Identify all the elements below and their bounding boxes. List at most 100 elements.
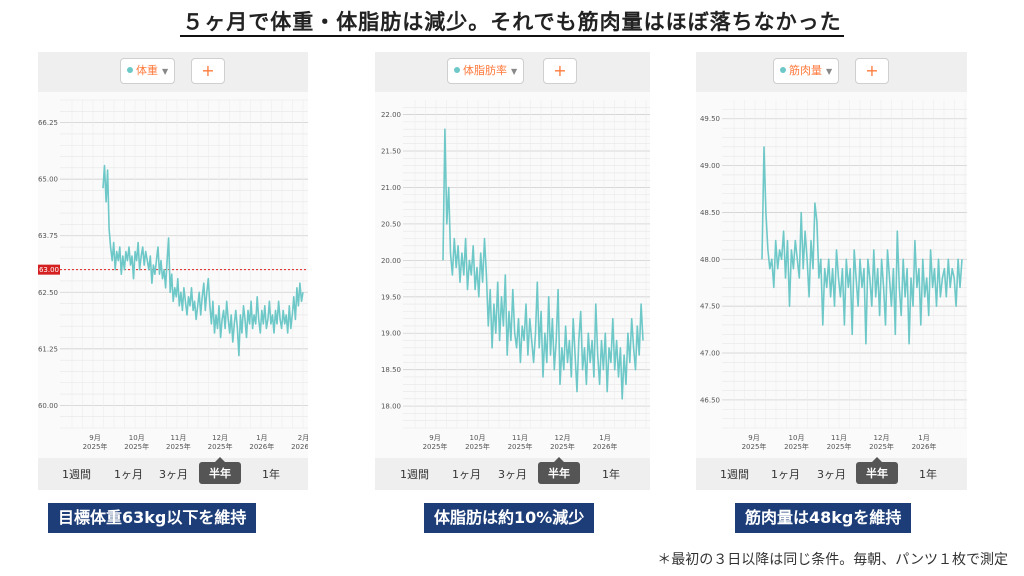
- series-line: [102, 164, 304, 357]
- y-tick-label: 19.00: [381, 330, 401, 338]
- x-tick-month: 10月: [470, 434, 486, 442]
- metric-selector[interactable]: 体重 ▼: [120, 58, 176, 84]
- y-tick-label: 20.00: [381, 257, 401, 265]
- range-tab-1month[interactable]: 1ヶ月: [114, 468, 143, 481]
- weight-chart: 66.2565.0063.7562.5061.2560.009月2025年10月…: [38, 99, 308, 451]
- range-tabs: 1週間 1ヶ月 3ヶ月 半年 1年: [696, 457, 967, 490]
- y-tick-label: 18.00: [381, 403, 401, 411]
- x-tick-month: 10月: [129, 434, 145, 442]
- bodyfat-caption: 体脂肪は約10%減少: [424, 503, 595, 533]
- y-tick-label: 47.50: [700, 303, 720, 311]
- y-tick-label: 49.00: [700, 162, 720, 170]
- x-tick-month: 12月: [874, 434, 890, 442]
- range-tab-halfyear[interactable]: 半年: [199, 457, 241, 484]
- panel-toolbar: 筋肉量 ▼ +: [696, 52, 967, 92]
- x-tick-year: 2026年: [249, 442, 274, 451]
- y-tick-label: 63.75: [38, 232, 58, 240]
- x-tick-year: 2026年: [291, 442, 308, 451]
- x-tick-month: 1月: [918, 434, 929, 442]
- range-tab-1month[interactable]: 1ヶ月: [452, 468, 481, 481]
- range-tab-1year[interactable]: 1年: [919, 468, 937, 481]
- caret-down-icon: ▼: [826, 67, 833, 76]
- range-tab-3month[interactable]: 3ヶ月: [498, 468, 527, 481]
- y-tick-label: 18.50: [381, 366, 401, 374]
- y-tick-label: 47.00: [700, 350, 720, 358]
- metric-selector[interactable]: 体脂肪率 ▼: [447, 58, 525, 84]
- metric-selector-label: 筋肉量: [789, 64, 822, 77]
- y-tick-label: 19.50: [381, 293, 401, 301]
- x-tick-month: 12月: [555, 434, 571, 442]
- y-tick-label: 60.00: [38, 402, 58, 410]
- metric-selector-label: 体脂肪率: [463, 64, 507, 77]
- series-line: [442, 128, 644, 400]
- headline: ５ヶ月で体重・体脂肪は減少。それでも筋肉量はほぼ落ちなかった: [0, 6, 1024, 37]
- y-tick-label: 61.25: [38, 345, 58, 353]
- x-tick-month: 1月: [256, 434, 267, 442]
- x-tick-year: 2026年: [593, 442, 618, 451]
- series-line: [761, 146, 963, 345]
- y-tick-label: 48.50: [700, 209, 720, 217]
- x-tick-month: 1月: [599, 434, 610, 442]
- y-tick-label: 46.50: [700, 396, 720, 404]
- caret-down-icon: ▼: [162, 67, 169, 76]
- muscle-caption: 筋肉量は48kgを維持: [735, 503, 912, 533]
- range-tabs: 1週間 1ヶ月 3ヶ月 半年 1年: [38, 457, 308, 490]
- metric-selector-label: 体重: [136, 64, 158, 77]
- panel-toolbar: 体脂肪率 ▼ +: [375, 52, 650, 92]
- x-tick-year: 2025年: [742, 442, 767, 451]
- range-tab-3month[interactable]: 3ヶ月: [817, 468, 846, 481]
- range-tabs: 1週間 1ヶ月 3ヶ月 半年 1年: [375, 457, 650, 490]
- x-tick-year: 2025年: [423, 442, 448, 451]
- series-dot-icon: [780, 67, 786, 73]
- x-tick-month: 9月: [748, 434, 759, 442]
- range-tab-1week[interactable]: 1週間: [720, 468, 749, 481]
- y-tick-label: 49.50: [700, 115, 720, 123]
- x-tick-month: 11月: [512, 434, 528, 442]
- range-tab-halfyear[interactable]: 半年: [856, 457, 898, 484]
- x-tick-month: 2月: [298, 434, 308, 442]
- x-tick-year: 2025年: [83, 442, 108, 451]
- range-tab-halfyear[interactable]: 半年: [538, 457, 580, 484]
- metric-selector[interactable]: 筋肉量 ▼: [773, 58, 840, 84]
- x-tick-month: 9月: [429, 434, 440, 442]
- y-tick-label: 21.00: [381, 184, 401, 192]
- x-tick-year: 2025年: [124, 442, 149, 451]
- range-tab-1month[interactable]: 1ヶ月: [771, 468, 800, 481]
- range-tab-1year[interactable]: 1年: [602, 468, 620, 481]
- headline-text: ５ヶ月で体重・体脂肪は減少。それでも筋肉量はほぼ落ちなかった: [180, 10, 844, 37]
- x-tick-year: 2025年: [827, 442, 852, 451]
- add-metric-button[interactable]: +: [543, 58, 577, 84]
- x-tick-year: 2025年: [465, 442, 490, 451]
- series-dot-icon: [454, 67, 460, 73]
- weight-panel: 体重 ▼ + 66.25 65.00 63.75 62.50 61.25 60.00 9月 20…: [38, 52, 308, 490]
- muscle-chart: 49.5049.0048.5048.0047.5047.0046.509月202…: [700, 100, 967, 451]
- panel-toolbar: 体重 ▼ +: [38, 52, 308, 92]
- target-label: 63.00: [39, 266, 59, 274]
- x-tick-year: 2025年: [869, 442, 894, 451]
- x-tick-year: 2025年: [208, 442, 233, 451]
- y-tick-label: 21.50: [381, 148, 401, 156]
- y-tick-label: 66.25: [38, 119, 58, 127]
- series-dot-icon: [127, 67, 133, 73]
- x-tick-month: 10月: [789, 434, 805, 442]
- add-metric-button[interactable]: +: [191, 58, 225, 84]
- footnote: ＊最初の３日以降は同じ条件。毎朝、パンツ１枚で測定: [657, 552, 1008, 568]
- add-metric-button[interactable]: +: [855, 58, 889, 84]
- y-tick-label: 65.00: [38, 176, 58, 184]
- caret-down-icon: ▼: [511, 67, 518, 76]
- range-tab-1year[interactable]: 1年: [262, 468, 280, 481]
- range-tab-1week[interactable]: 1週間: [400, 468, 429, 481]
- y-tick-label: 20.50: [381, 220, 401, 228]
- x-tick-year: 2026年: [912, 442, 937, 451]
- x-tick-month: 11月: [831, 434, 847, 442]
- x-tick-month: 9月: [89, 434, 100, 442]
- x-tick-year: 2025年: [166, 442, 191, 451]
- muscle-panel: 筋肉量 ▼ + 49.50 49.00 48.50 48.00 47.50 47.00 46.…: [696, 52, 967, 490]
- bodyfat-panel: 体脂肪率 ▼ + 22.00 21.50 21.00 20.50 20.00 19.50 19…: [375, 52, 650, 490]
- x-tick-month: 12月: [212, 434, 228, 442]
- range-tab-3month[interactable]: 3ヶ月: [159, 468, 188, 481]
- x-tick-month: 11月: [170, 434, 186, 442]
- range-tab-1week[interactable]: 1週間: [62, 468, 91, 481]
- y-tick-label: 22.00: [381, 111, 401, 119]
- x-tick-year: 2025年: [784, 442, 809, 451]
